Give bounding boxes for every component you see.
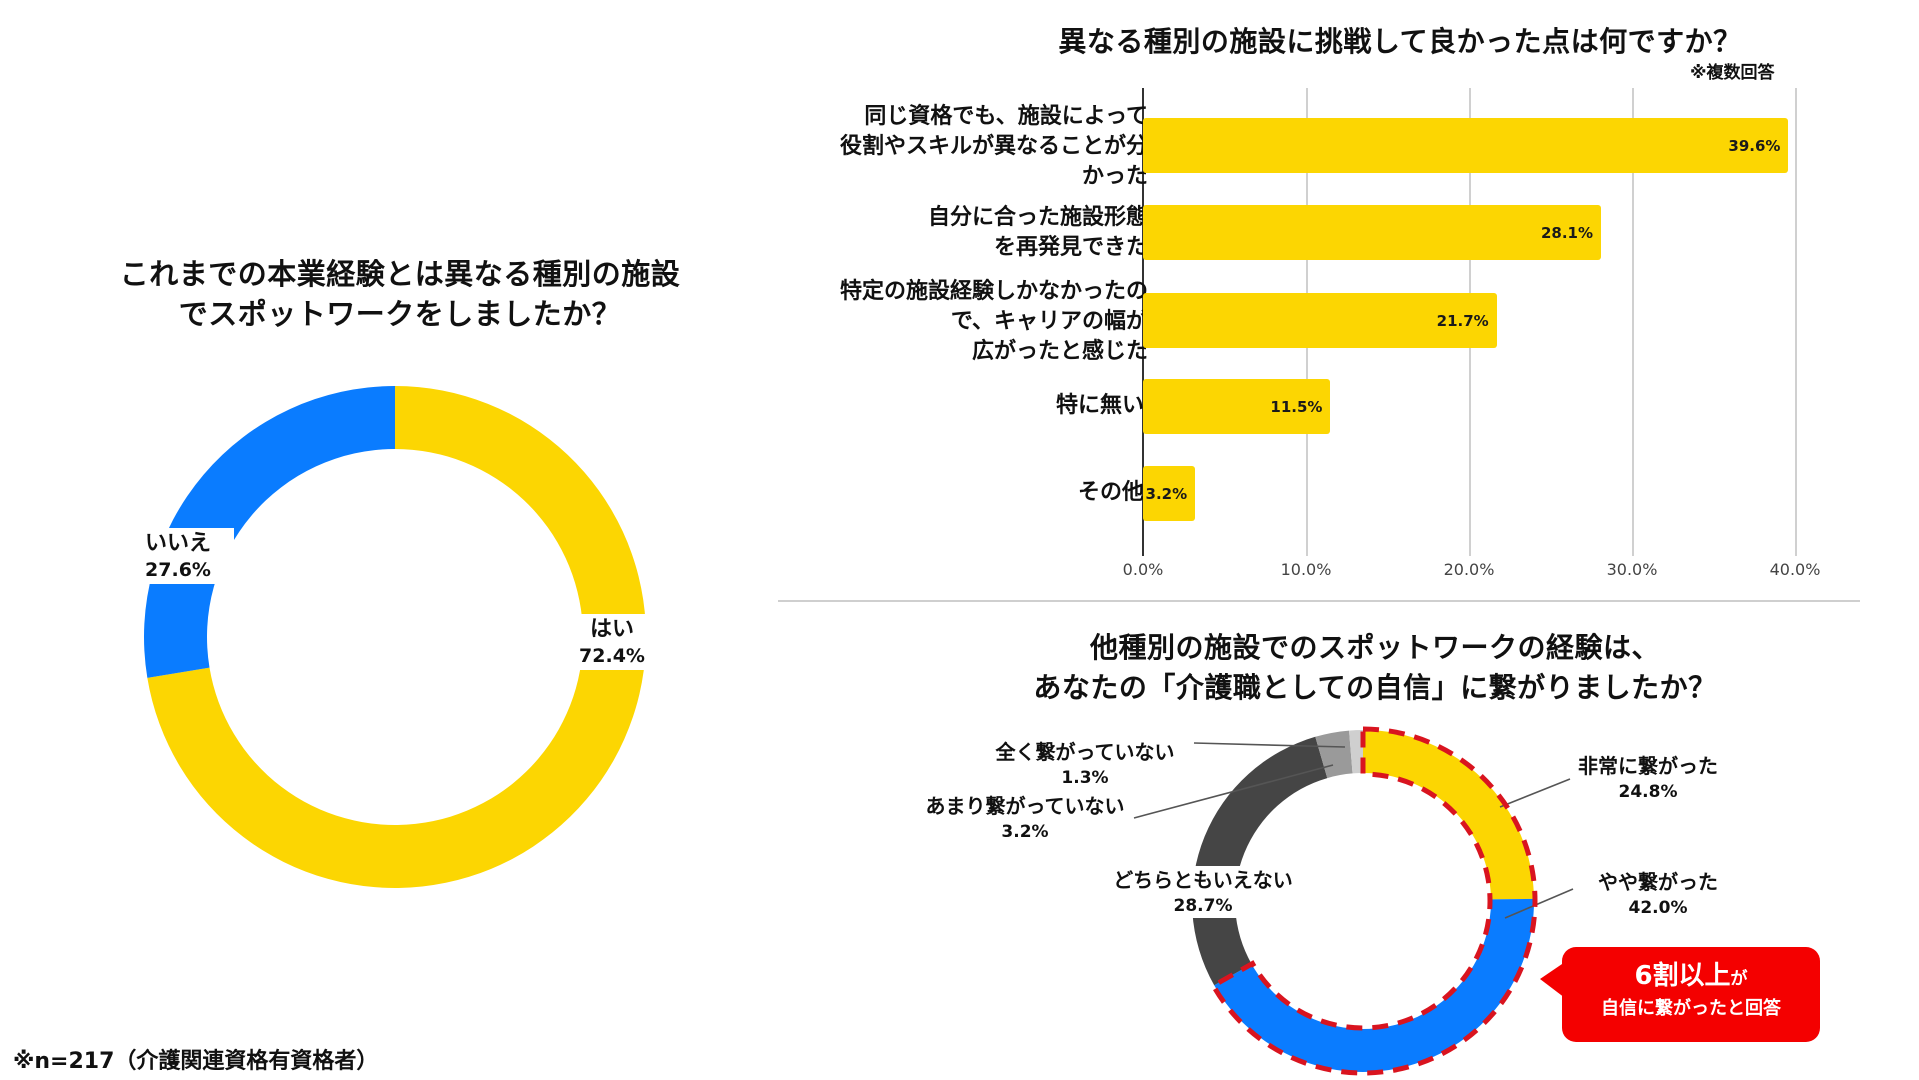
- gridline-30: [1632, 88, 1634, 556]
- label-hijo-value: 24.8%: [1618, 782, 1678, 802]
- segment-not-much: [1315, 730, 1353, 779]
- bar-5: 3.2%: [1143, 466, 1196, 521]
- x-tick-10: 10.0%: [1280, 560, 1332, 579]
- label-yes-name: はい: [589, 617, 634, 642]
- label-amari-value: 3.2%: [1001, 822, 1049, 842]
- label-dochira-name: どちらともいえない: [1113, 868, 1293, 892]
- label-no-name: いいえ: [144, 531, 211, 556]
- callout-line1: 6割以上が: [1562, 959, 1820, 996]
- category-label-1-line2: 役割やスキルが異なることが分: [839, 134, 1148, 159]
- label-zen-name: 全く繋がっていない: [995, 740, 1175, 764]
- leader-line-zen: [1193, 742, 1346, 748]
- category-label-5: その他: [1078, 478, 1144, 508]
- label-zen: 全く繋がっていない 1.3%: [990, 738, 1180, 790]
- label-hijo-name: 非常に繋がった: [1578, 754, 1718, 778]
- bar-1-value: 39.6%: [1728, 136, 1781, 155]
- right-donut-segments: [1192, 730, 1534, 1072]
- left-chart-title-line2: でスポットワークをしましたか？: [178, 297, 622, 331]
- highlight-dashed-outline: [1209, 726, 1538, 1076]
- label-dochira: どちらともいえない 28.7%: [1108, 866, 1298, 918]
- segment-no: [144, 386, 395, 678]
- category-label-5-line1: その他: [1077, 480, 1144, 505]
- leader-line-yaya: [1504, 888, 1574, 919]
- x-tick-20: 20.0%: [1443, 560, 1495, 579]
- label-yaya-name: やや繋がった: [1598, 870, 1718, 894]
- category-label-4-line1: 特に無い: [1055, 393, 1144, 418]
- bar-3: 21.7%: [1143, 293, 1497, 348]
- category-label-2-line2: を再発見できた: [993, 235, 1148, 260]
- category-label-4: 特に無い: [1056, 391, 1144, 421]
- category-label-2: 自分に合った施設形態 を再発見できた: [928, 203, 1148, 263]
- right-donut-title-line2: あなたの「介護職としての自信」に繋がりましたか？: [1033, 671, 1717, 704]
- bar-5-value: 3.2%: [1145, 484, 1188, 503]
- x-tick-0: 0.0%: [1122, 560, 1164, 579]
- label-zen-value: 1.3%: [1061, 768, 1109, 788]
- segment-somewhat: [1214, 898, 1534, 1072]
- label-amari: あまり繋がっていない 3.2%: [915, 792, 1135, 844]
- callout-line2: 自信に繋がったと回答: [1601, 998, 1781, 1019]
- bar-3-value: 21.7%: [1436, 311, 1489, 330]
- label-yes: はい 72.4%: [570, 614, 654, 670]
- category-label-3-line2: で、キャリアの幅が: [950, 309, 1148, 334]
- x-tick-40: 40.0%: [1769, 560, 1821, 579]
- segment-not-at-all: [1349, 730, 1363, 774]
- label-hijo: 非常に繋がった 24.8%: [1568, 752, 1728, 804]
- bar-2: 28.1%: [1143, 205, 1602, 260]
- left-donut-chart: [144, 386, 646, 889]
- category-label-2-line1: 自分に合った施設形態: [927, 205, 1148, 230]
- section-divider: [778, 600, 1860, 602]
- callout-main: 6割以上: [1634, 961, 1731, 991]
- callout-suffix: が: [1730, 969, 1748, 989]
- left-chart-title: これまでの本業経験とは異なる種別の施設 でスポットワークをしましたか？: [40, 254, 760, 334]
- bar-1: 39.6%: [1143, 118, 1789, 173]
- label-amari-name: あまり繋がっていない: [925, 794, 1125, 818]
- label-no-value: 27.6%: [145, 559, 211, 581]
- category-label-1-line1: 同じ資格でも、施設によって: [864, 104, 1148, 129]
- bar-chart-subtitle: ※複数回答: [1690, 63, 1775, 83]
- bar-2-value: 28.1%: [1540, 223, 1594, 242]
- segment-very: [1363, 730, 1534, 900]
- bar-4-value: 11.5%: [1270, 397, 1323, 416]
- label-yaya: やや繋がった 42.0%: [1588, 868, 1728, 920]
- bar-chart-title: 異なる種別の施設に挑戦して良かった点は何ですか？: [1058, 25, 1742, 58]
- footnote: ※n=217（介護関連資格有資格者）: [13, 1049, 379, 1074]
- category-label-1-line3: かった: [1081, 164, 1148, 189]
- left-chart-title-line1: これまでの本業経験とは異なる種別の施設: [119, 257, 681, 291]
- callout-box: 6割以上が 自信に繋がったと回答: [1562, 947, 1820, 1042]
- category-label-3-line1: 特定の施設経験しかなかったの: [839, 279, 1148, 304]
- callout-pointer: [1540, 962, 1565, 998]
- right-donut-title: 他種別の施設でのスポットワークの経験は、 あなたの「介護職としての自信」に繋がり…: [900, 628, 1850, 708]
- right-donut-title-line1: 他種別の施設でのスポットワークの経験は、: [1089, 631, 1660, 664]
- leader-line-amari: [1133, 764, 1334, 819]
- category-label-1: 同じ資格でも、施設によって 役割やスキルが異なることが分 かった: [840, 102, 1148, 192]
- label-yes-value: 72.4%: [579, 645, 645, 667]
- bar-4: 11.5%: [1143, 379, 1331, 434]
- leader-lines: [1133, 742, 1574, 919]
- label-yaya-value: 42.0%: [1628, 898, 1688, 918]
- left-donut-segments: [144, 386, 646, 889]
- x-tick-30: 30.0%: [1606, 560, 1658, 579]
- bar-chart-area: 同じ資格でも、施設によって 役割やスキルが異なることが分 かった 自分に合った施…: [840, 88, 1821, 579]
- leader-line-hijo: [1499, 778, 1571, 808]
- category-label-3-line3: 広がったと感じた: [971, 339, 1148, 364]
- label-no: いいえ 27.6%: [122, 528, 234, 584]
- gridline-40: [1795, 88, 1797, 556]
- label-dochira-value: 28.7%: [1173, 896, 1233, 916]
- category-label-3: 特定の施設経験しかなかったの で、キャリアの幅が 広がったと感じた: [840, 277, 1148, 367]
- segment-neutral: [1192, 736, 1328, 986]
